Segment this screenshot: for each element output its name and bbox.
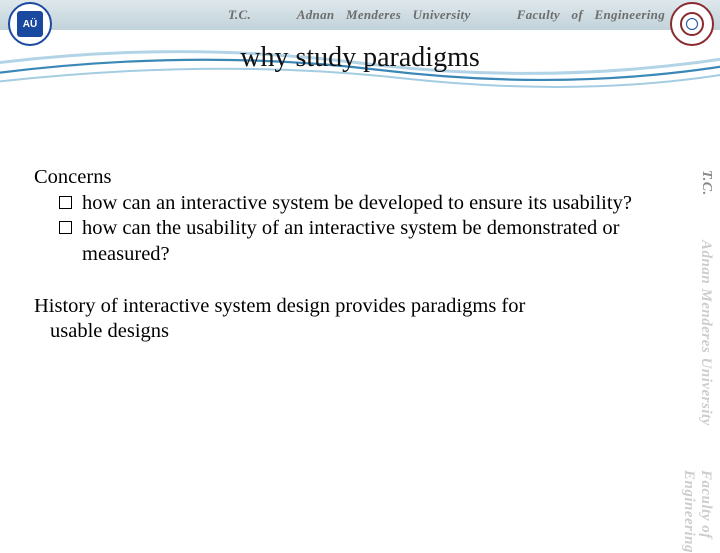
content-area: Concerns how can an interactive system b…	[34, 165, 634, 345]
bullet-list: how can an interactive system be develop…	[59, 191, 634, 268]
faculty-logo-right	[670, 2, 714, 46]
closing-line-1: History of interactive system design pro…	[34, 295, 525, 317]
faculty-logo-right-inner	[680, 12, 704, 36]
list-item: how can the usability of an interactive …	[59, 216, 634, 267]
university-logo-left: AÜ	[8, 2, 52, 46]
bullet-text: how can an interactive system be develop…	[82, 192, 632, 214]
slide-title: why study paradigms	[0, 42, 720, 74]
side-text-university: Adnan Menderes University	[697, 240, 714, 426]
side-text-tc: T.C.	[698, 170, 714, 196]
header-bar: T.C. Adnan Menderes University Faculty o…	[0, 0, 720, 30]
header-text: T.C. Adnan Menderes University Faculty o…	[60, 7, 665, 23]
list-item: how can an interactive system be develop…	[59, 191, 634, 217]
side-strip: T.C. Adnan Menderes University Faculty o…	[664, 50, 720, 540]
header-faculty: Faculty of Engineering	[517, 7, 665, 22]
bullet-text: how can the usability of an interactive …	[82, 217, 619, 265]
checkbox-icon	[59, 221, 72, 234]
header-university: Adnan Menderes University	[297, 7, 471, 22]
checkbox-icon	[59, 196, 72, 209]
section-heading: Concerns	[34, 165, 634, 191]
side-text-faculty: Faculty of Engineering	[680, 470, 714, 553]
header-tc: T.C.	[228, 7, 251, 22]
closing-paragraph: History of interactive system design pro…	[34, 294, 634, 345]
closing-line-2: usable designs	[34, 319, 634, 345]
university-logo-left-text: AÜ	[17, 11, 43, 37]
